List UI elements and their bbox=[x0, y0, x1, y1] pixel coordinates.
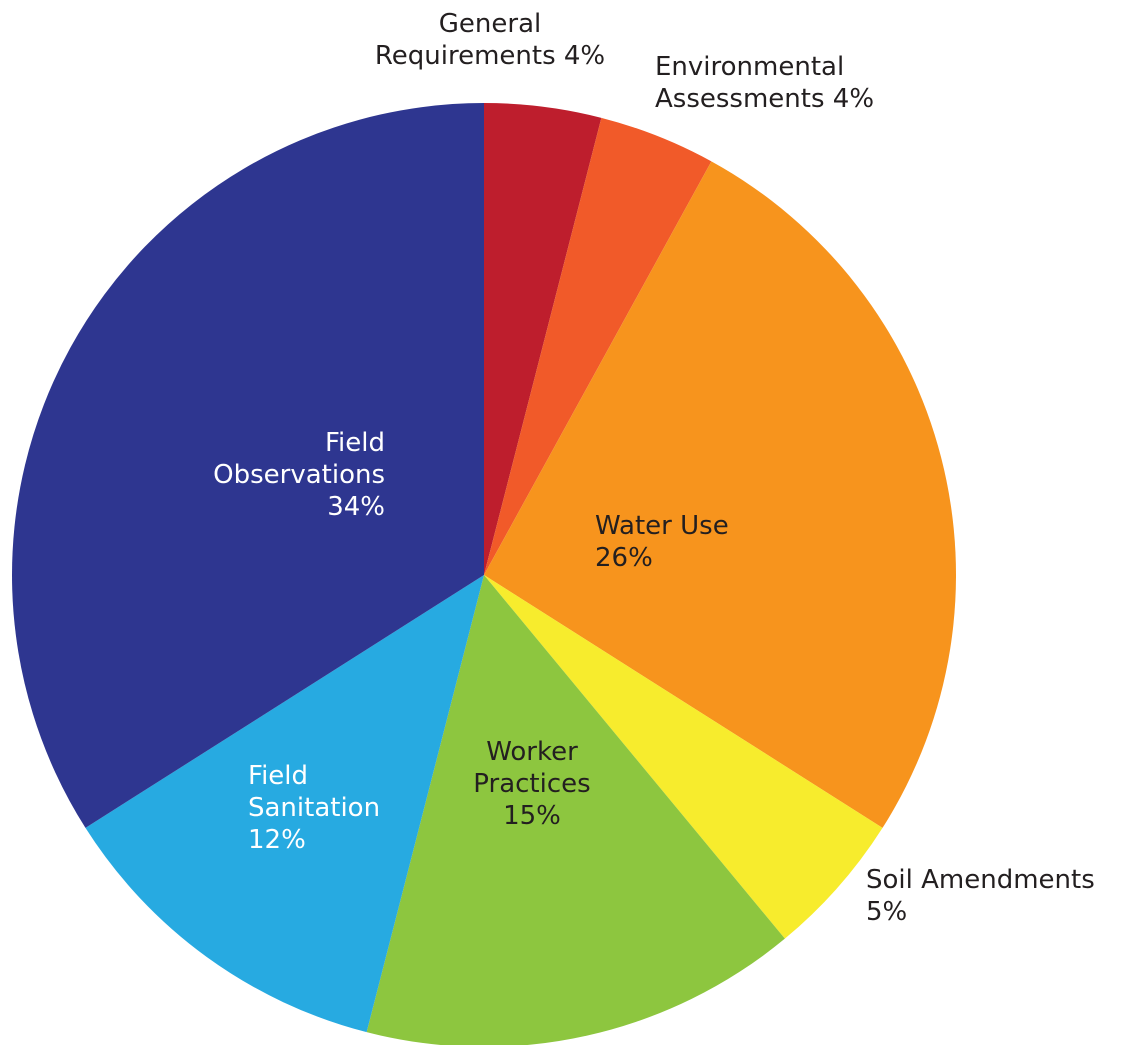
slice-label-line: Assessments 4% bbox=[655, 84, 874, 114]
slice-label-worker-practices: Worker Practices 15% bbox=[473, 737, 590, 831]
pie-slice-field-sanitation bbox=[85, 575, 484, 1033]
pie-slice-water-use bbox=[484, 161, 956, 828]
slice-label-line: Environmental bbox=[655, 52, 844, 82]
slice-label-soil-amendments: Soil Amendments 5% bbox=[866, 865, 1095, 927]
pie-slices bbox=[12, 103, 956, 1045]
slice-label-line: Practices bbox=[473, 769, 590, 799]
pie-slice-environmental bbox=[484, 117, 712, 575]
slice-label-line: Soil Amendments bbox=[866, 865, 1095, 895]
slice-label-line: 15% bbox=[503, 801, 561, 831]
pie-slice-general bbox=[484, 103, 602, 575]
slice-label-line: Worker bbox=[486, 737, 578, 767]
slice-label-line: 5% bbox=[866, 897, 907, 927]
slice-label-line: 34% bbox=[327, 492, 385, 522]
slice-label-line: Field bbox=[325, 428, 385, 458]
slice-label-line: Requirements 4% bbox=[375, 41, 605, 71]
slice-label-field-observations: Field Observations 34% bbox=[213, 428, 385, 522]
slice-label-water-use: Water Use 26% bbox=[595, 511, 729, 573]
pie-labels: General Requirements 4% Environmental Asses… bbox=[213, 9, 1095, 927]
slice-label-line: Water Use bbox=[595, 511, 729, 541]
slice-label-environmental: Environmental Assessments 4% bbox=[655, 52, 874, 114]
slice-label-general: General Requirements 4% bbox=[375, 9, 605, 71]
slice-label-line: Sanitation bbox=[248, 793, 380, 823]
pie-slice-worker-practices bbox=[366, 575, 785, 1045]
pie-slice-field-observations bbox=[12, 103, 485, 828]
slice-label-line: 26% bbox=[595, 543, 653, 573]
pie-slice-soil-amendments bbox=[484, 575, 883, 939]
slice-label-line: 12% bbox=[248, 825, 306, 855]
slice-label-line: Observations bbox=[213, 460, 385, 490]
slice-label-line: Field bbox=[248, 761, 308, 791]
slice-label-field-sanitation: Field Sanitation 12% bbox=[248, 761, 380, 855]
slice-label-line: General bbox=[439, 9, 541, 39]
